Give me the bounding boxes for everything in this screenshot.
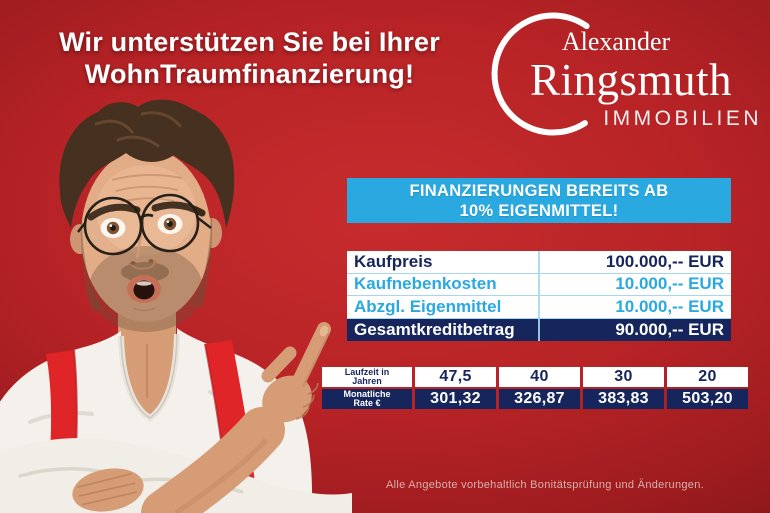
- logo-name-top: Alexander: [561, 27, 671, 56]
- term-header-line1: Laufzeit in: [344, 366, 390, 377]
- cost-table-column-divider: [538, 251, 540, 341]
- mascot-hair: [59, 99, 235, 228]
- rate-table-term-header: Laufzeit in Jahren: [322, 367, 412, 387]
- headline: Wir unterstützen Sie bei Ihrer WohnTraum…: [22, 26, 477, 90]
- cost-label: Gesamtkreditbetrag: [354, 319, 515, 339]
- term-value: 47,5: [415, 367, 496, 387]
- term-value: 30: [583, 367, 664, 387]
- mascot-head: [59, 99, 235, 332]
- cost-label: Kaufnebenkosten: [354, 274, 497, 294]
- cost-value: 10.000,-- EUR: [615, 296, 724, 316]
- mascot-eyes: [100, 214, 183, 238]
- rate-table: Laufzeit in Jahren 47,5 40 30 20 Monatli…: [322, 367, 748, 409]
- promo-banner: FINANZIERUNGEN BEREITS AB 10% EIGENMITTE…: [347, 178, 731, 223]
- rate-value: 301,32: [415, 389, 496, 409]
- promo-banner-line2: 10% EIGENMITTEL!: [459, 201, 619, 220]
- rate-header-line1: Monatliche: [343, 388, 391, 399]
- rate-header-line2: Rate €: [353, 398, 381, 408]
- promo-banner-line1: FINANZIERUNGEN BEREITS AB: [409, 181, 669, 200]
- headline-line1: Wir unterstützen Sie bei Ihrer: [59, 27, 440, 57]
- term-header-line2: Jahren: [352, 376, 382, 386]
- cost-value: 90.000,-- EUR: [615, 319, 724, 339]
- term-value: 20: [667, 367, 748, 387]
- cost-value: 100.000,-- EUR: [605, 251, 724, 271]
- cost-row-gesamtkreditbetrag: Gesamtkreditbetrag 90.000,-- EUR: [347, 318, 731, 341]
- logo-tagline: IMMOBILIEN: [603, 107, 762, 130]
- rate-value: 503,20: [667, 389, 748, 409]
- logo-arc-icon: [491, 12, 590, 136]
- mascot-pointing-hand: [138, 322, 331, 513]
- rate-table-rate-header: Monatliche Rate €: [322, 389, 412, 409]
- rate-value: 326,87: [499, 389, 580, 409]
- cost-table: Kaufpreis 100.000,-- EUR Kaufnebenkosten…: [347, 251, 731, 341]
- surprised-man-illustration: [0, 99, 352, 513]
- cost-label: Abzgl. Eigenmittel: [354, 296, 502, 316]
- term-value: 40: [499, 367, 580, 387]
- cost-value: 10.000,-- EUR: [615, 274, 724, 294]
- mascot-glasses: [77, 193, 212, 256]
- disclaimer-text: Alle Angebote vorbehaltlich Bonitätsprüf…: [386, 479, 704, 491]
- company-logo: Alexander Ringsmuth IMMOBILIEN: [485, 6, 770, 146]
- rate-value: 383,83: [583, 389, 664, 409]
- cost-label: Kaufpreis: [354, 251, 433, 271]
- logo-name-main: Ringsmuth: [529, 55, 733, 105]
- headline-line2: WohnTraumfinanzierung!: [84, 59, 415, 89]
